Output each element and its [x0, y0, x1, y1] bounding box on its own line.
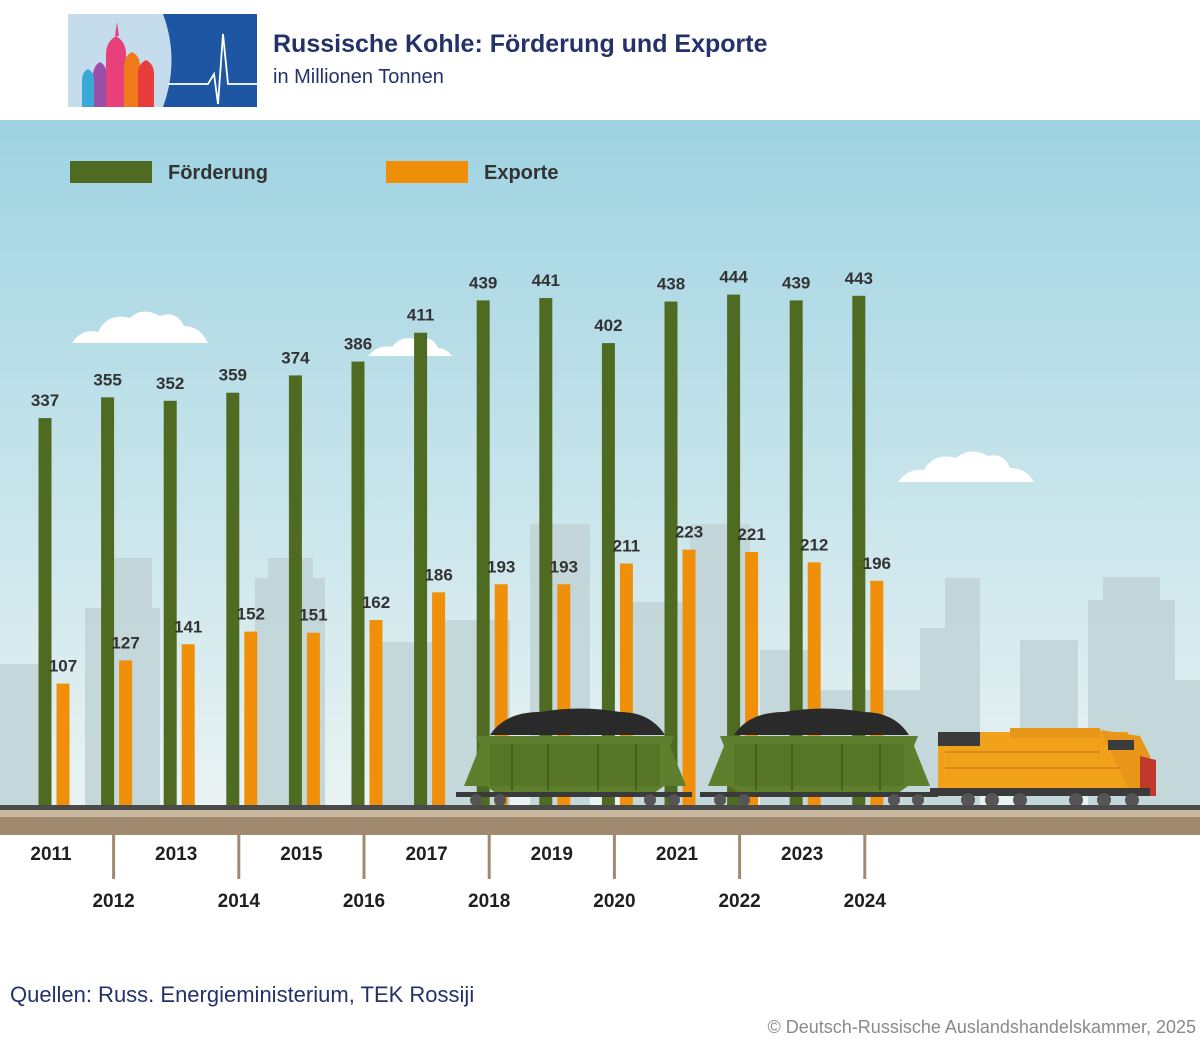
rail-track — [0, 805, 1200, 835]
x-tick-2022 — [738, 835, 742, 879]
bar-foerderung-2013 — [163, 400, 177, 807]
legend-label-exporte: Exporte — [484, 162, 558, 184]
value-label-exporte-2019: 193 — [550, 557, 578, 576]
x-tick-2012 — [112, 835, 116, 879]
x-label-2024: 2024 — [844, 891, 887, 912]
x-label-2012: 2012 — [92, 891, 134, 912]
value-label-foerderung-2012: 355 — [93, 370, 121, 389]
x-label-2019: 2019 — [531, 844, 573, 865]
bar-foerderung-2022 — [727, 294, 741, 807]
coal-wagon-2 — [700, 708, 938, 806]
x-label-2013: 2013 — [155, 844, 197, 865]
bar-foerderung-2016 — [351, 361, 365, 807]
value-label-exporte-2017: 186 — [424, 565, 452, 584]
x-axis: 2011 2012 2013 2014 2015 2016 2017 2018 2019 2020… — [30, 835, 886, 912]
x-label-2021: 2021 — [656, 844, 699, 865]
value-label-foerderung-2020: 402 — [594, 316, 622, 335]
page-subtitle: in Millionen Tonnen — [273, 66, 444, 88]
legend-swatch-foerderung — [70, 161, 152, 183]
x-tick-2014 — [237, 835, 241, 879]
value-label-exporte-2011: 107 — [49, 657, 77, 676]
bar-foerderung-2011 — [38, 418, 52, 807]
x-tick-2018 — [487, 835, 491, 879]
bar-foerderung-2021 — [664, 301, 678, 807]
bar-exporte-2013 — [181, 644, 195, 807]
coal-chart: Förderung Exporte 337 107 355 127 352 141 359 1… — [0, 120, 1200, 912]
value-label-exporte-2014: 152 — [237, 605, 265, 624]
x-tick-2016 — [362, 835, 366, 879]
bar-exporte-2017 — [432, 592, 446, 807]
value-label-foerderung-2018: 439 — [469, 273, 497, 292]
value-label-foerderung-2013: 352 — [156, 374, 184, 393]
x-label-2017: 2017 — [405, 844, 447, 865]
coal-wagon-1 — [456, 708, 692, 806]
bar-foerderung-2018 — [476, 300, 490, 807]
bar-foerderung-2020 — [601, 343, 615, 807]
legend-swatch-exporte — [386, 161, 468, 183]
bar-exporte-2015 — [306, 632, 320, 807]
x-label-2018: 2018 — [468, 891, 510, 912]
bar-foerderung-2024 — [852, 295, 866, 807]
value-label-exporte-2022: 221 — [737, 525, 765, 544]
bar-foerderung-2017 — [414, 332, 428, 807]
bar-foerderung-2023 — [789, 300, 803, 807]
bar-exporte-2016 — [369, 620, 383, 807]
x-label-2023: 2023 — [781, 844, 823, 865]
value-label-exporte-2013: 141 — [174, 617, 202, 636]
value-label-foerderung-2011: 337 — [31, 391, 59, 410]
bar-foerderung-2019 — [539, 298, 553, 807]
x-label-2016: 2016 — [343, 891, 385, 912]
copyright-note: © Deutsch-Russische Auslandshandelskamme… — [767, 1017, 1196, 1037]
bar-exporte-2011 — [56, 683, 70, 807]
value-label-exporte-2024: 196 — [863, 554, 891, 573]
value-label-foerderung-2024: 443 — [845, 269, 873, 288]
bar-foerderung-2015 — [288, 375, 302, 807]
page-title: Russische Kohle: Förderung und Exporte — [273, 30, 768, 58]
value-label-exporte-2012: 127 — [111, 633, 139, 652]
value-label-foerderung-2021: 438 — [657, 275, 685, 294]
clouds — [72, 311, 1034, 482]
source-note: Quellen: Russ. Energieministerium, TEK R… — [10, 982, 475, 1007]
value-label-exporte-2018: 193 — [487, 557, 515, 576]
value-label-foerderung-2023: 439 — [782, 273, 810, 292]
bar-foerderung-2014 — [226, 392, 240, 807]
legend-label-foerderung: Förderung — [168, 162, 268, 184]
value-label-foerderung-2019: 441 — [532, 271, 560, 290]
bar-exporte-2014 — [244, 631, 258, 807]
value-label-exporte-2023: 212 — [800, 535, 828, 554]
x-label-2015: 2015 — [280, 844, 323, 865]
x-label-2020: 2020 — [593, 891, 635, 912]
value-label-foerderung-2016: 386 — [344, 335, 372, 354]
value-label-exporte-2021: 223 — [675, 523, 703, 542]
bar-foerderung-2012 — [101, 397, 115, 807]
bar-exporte-2012 — [119, 660, 133, 807]
x-label-2022: 2022 — [718, 891, 760, 912]
value-label-foerderung-2014: 359 — [219, 366, 247, 385]
logo — [68, 14, 257, 107]
x-label-2011: 2011 — [30, 844, 72, 865]
x-tick-2020 — [612, 835, 616, 879]
value-label-exporte-2015: 151 — [299, 606, 327, 625]
bar-exporte-2021 — [682, 549, 696, 807]
value-label-foerderung-2022: 444 — [719, 268, 748, 287]
value-label-exporte-2020: 211 — [613, 537, 640, 556]
value-label-foerderung-2017: 411 — [407, 306, 434, 325]
bar-layer: 337 107 355 127 352 141 359 152 374 151 386 162 411 1… — [31, 268, 891, 807]
train — [456, 708, 1156, 807]
value-label-exporte-2016: 162 — [362, 593, 390, 612]
x-tick-2024 — [863, 835, 867, 879]
legend: Förderung Exporte — [70, 161, 558, 184]
locomotive — [930, 728, 1156, 807]
value-label-foerderung-2015: 374 — [281, 348, 310, 367]
x-label-2014: 2014 — [218, 891, 261, 912]
